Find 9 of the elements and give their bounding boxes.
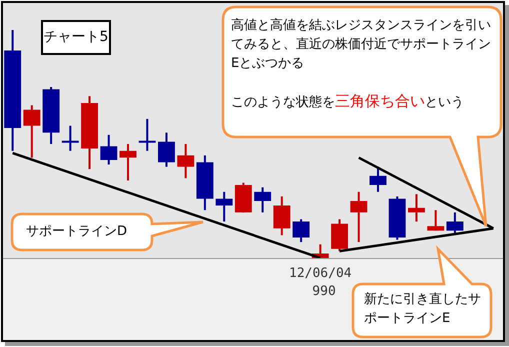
annotation: 高値と高値を結ぶレジスタンスラインを引いてみると、直近の株価付近でサポートラインEとぶつかる xyxy=(231,17,492,73)
annotation: 三角保ち合い xyxy=(335,92,425,110)
text: 新たに引き直したサポートラインE xyxy=(364,291,482,328)
annotation: 990 xyxy=(312,284,336,299)
chart-title: チャート5 xyxy=(41,20,111,55)
annotation: サポートラインD xyxy=(26,223,128,241)
x-tick-label: 12/06/04 xyxy=(288,266,352,282)
annotation: このような状態を xyxy=(231,95,335,110)
annotation: という xyxy=(425,95,464,110)
